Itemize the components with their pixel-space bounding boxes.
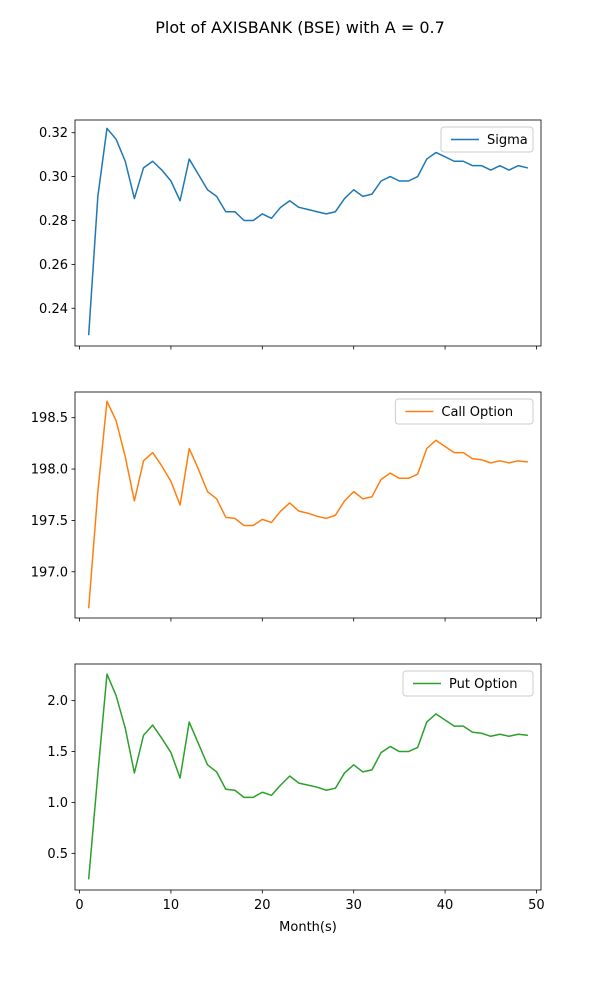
y-tick-label-3-1: 0.5: [47, 847, 68, 862]
legend-2: Call Option: [394, 398, 534, 425]
y-tick-label-2-4: 198.5: [31, 411, 68, 426]
axes-frame-2: [74, 391, 542, 619]
x-tick-label-5: 40: [437, 898, 454, 913]
y-tick-label-1-5: 0.32: [39, 126, 68, 141]
x-tick-label-1: 0: [75, 898, 83, 913]
y-tick-label-2-3: 198.0: [31, 463, 68, 478]
y-tick-label-3-2: 1.0: [47, 796, 68, 811]
legend-3: Put Option: [402, 670, 534, 697]
y-tick-label-1-3: 0.28: [39, 214, 68, 229]
legend-label-3: Put Option: [449, 677, 517, 692]
panel-2: 197.0 197.5 198.0 198.5 Call Option: [31, 391, 542, 622]
x-tick-label-2: 10: [163, 898, 180, 913]
legend-label-2: Call Option: [441, 405, 513, 420]
legend-box-2: [394, 398, 534, 425]
y-tick-label-3-3: 1.5: [47, 745, 68, 760]
series-line-3: [87, 673, 529, 880]
panel-3: 0.5 1.0 1.5 2.0 0 10 20 30 40 50 Put Option: [47, 663, 545, 913]
x-tick-label-3: 20: [254, 898, 271, 913]
legend-box-1: [440, 126, 534, 153]
x-tick-label-4: 30: [345, 898, 362, 913]
axes-frame-3: [74, 663, 542, 891]
axes-frame-1: [74, 119, 542, 347]
legend-label-1: Sigma: [487, 133, 528, 148]
panel-1: 0.24 0.26 0.28 0.30 0.32 Sigma: [39, 119, 542, 350]
y-tick-label-2-1: 197.0: [31, 565, 68, 580]
chart-title: Plot of AXISBANK (BSE) with A = 0.7: [155, 18, 445, 37]
x-tick-label-6: 50: [528, 898, 545, 913]
y-tick-label-1-4: 0.30: [39, 170, 68, 185]
x-axis-label: Month(s): [279, 920, 337, 935]
series-line-2: [87, 400, 529, 609]
y-tick-label-2-2: 197.5: [31, 514, 68, 529]
legend-1: Sigma: [440, 126, 534, 153]
series-line-1: [87, 127, 529, 336]
y-tick-label-3-4: 2.0: [47, 694, 68, 709]
legend-box-3: [402, 670, 534, 697]
y-tick-label-1-2: 0.26: [39, 258, 68, 273]
y-tick-label-1-1: 0.24: [39, 302, 68, 317]
